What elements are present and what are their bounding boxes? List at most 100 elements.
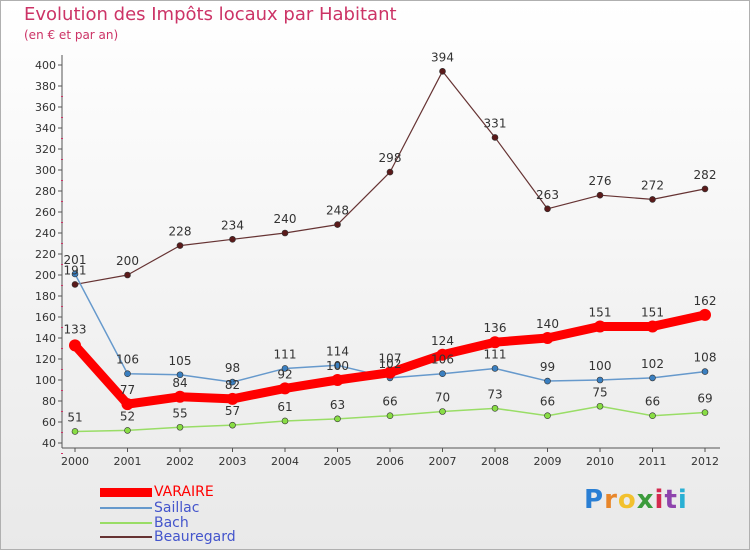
data-point-beauregard [544,205,551,213]
data-label-bach: 51 [67,410,82,424]
x-tick-label: 2007 [429,455,457,468]
data-labels: 133 77 84 82 92 100 107 124 136 140 151 151 162 201 10… [64,50,717,424]
logo-letter: i [677,485,688,515]
logo-letter: r [604,485,618,515]
data-label-beauregard: 248 [326,204,349,218]
y-tick-label: 240 [35,227,56,240]
data-point-beauregard [124,271,131,279]
data-point-beauregard [491,134,499,141]
data-label-bach: 55 [172,406,187,420]
data-label-beauregard: 331 [484,116,507,130]
data-label-varaire: 133 [64,322,87,336]
data-label-varaire: 151 [589,305,612,319]
data-label-varaire: 100 [326,359,349,373]
data-label-varaire: 140 [536,317,559,331]
legend-item-bach: Bach [100,515,189,531]
data-point-beauregard [229,236,236,243]
data-label-beauregard: 240 [274,212,297,226]
data-point-bach [176,423,184,431]
data-point-bach [124,427,131,434]
data-point-beauregard [281,229,289,237]
data-point-bach [386,412,394,420]
data-point-varaire [226,392,239,405]
y-tick-label: 120 [35,353,56,366]
data-point-beauregard [649,196,656,203]
data-point-saillac [544,377,551,385]
data-label-saillac: 111 [274,347,297,361]
data-point-saillac [281,365,289,372]
data-point-saillac [596,376,604,384]
data-label-varaire: 84 [172,376,187,390]
data-point-saillac [491,365,499,372]
x-tick-label: 2009 [534,455,562,468]
data-point-bach [281,417,289,425]
data-point-varaire [331,374,344,386]
data-point-bach [439,408,446,415]
data-label-bach: 66 [382,395,397,409]
data-label-bach: 63 [330,398,345,412]
axes: 40 60 80 100 120 140 160 180 200 220 240 260 280 300 3… [35,55,720,468]
data-label-varaire: 162 [694,294,717,308]
data-label-beauregard: 282 [694,168,717,182]
x-tick-label: 2006 [376,455,404,468]
data-label-saillac: 111 [484,347,507,361]
data-point-beauregard [701,185,709,193]
data-label-saillac: 105 [169,354,192,368]
y-tick-label: 260 [35,206,56,219]
data-point-saillac [124,370,131,378]
legend-item-saillac: Saillac [100,500,199,516]
data-label-bach: 66 [645,395,660,409]
y-tick-label: 200 [35,269,56,282]
data-point-beauregard [176,242,184,249]
data-label-bach: 52 [120,409,135,423]
data-label-bach: 70 [435,391,450,405]
data-label-saillac: 100 [589,359,612,373]
y-tick-label: 80 [42,395,56,408]
data-point-varaire [594,320,606,333]
logo-letter: x [636,485,655,515]
chart-title: Evolution des Impôts locaux par Habitant [24,4,397,25]
data-point-saillac [229,378,236,386]
data-label-bach: 73 [487,387,502,401]
legend-label-bach: Bach [154,515,189,531]
data-point-bach [229,421,236,429]
y-tick-label: 280 [35,185,56,198]
data-point-saillac [334,361,341,369]
y-tick-label: 140 [35,332,56,345]
logo-letter: i [654,485,665,515]
y-tick-label: 220 [35,248,56,261]
legend-swatch-beauregard [100,536,152,538]
data-point-beauregard [386,168,394,176]
data-label-varaire: 107 [379,352,402,366]
logo-letter: t [664,485,678,515]
data-point-beauregard [439,68,446,75]
y-tick-label: 40 [42,437,56,450]
chart-subtitle: (en € et par an) [24,28,119,42]
legend-item-varaire: VARAIRE [100,484,214,500]
data-point-varaire [646,320,659,333]
y-tick-label: 160 [35,311,56,324]
y-tick-label: 320 [35,143,56,156]
data-label-saillac: 106 [116,353,139,367]
data-point-bach [544,412,551,420]
data-label-beauregard: 276 [589,174,612,188]
data-point-saillac [439,370,446,378]
y-tick-label: 400 [35,59,56,72]
data-label-bach: 69 [697,392,712,406]
legend-label-varaire: VARAIRE [154,484,214,500]
data-point-saillac [701,368,709,375]
legend-item-beauregard: Beauregard [100,529,236,545]
data-point-saillac [71,270,79,278]
data-label-beauregard: 228 [169,225,192,239]
data-point-varaire [174,390,186,403]
x-tick-label: 2002 [166,455,194,468]
data-label-bach: 75 [592,385,607,399]
data-label-saillac: 102 [641,357,664,371]
data-label-varaire: 124 [431,334,454,348]
y-tick-label: 100 [35,374,56,387]
y-tick-label: 360 [35,101,56,114]
data-label-saillac: 98 [225,361,240,375]
data-point-beauregard [71,281,79,288]
legend-label-beauregard: Beauregard [154,529,236,545]
y-tick-label: 380 [35,80,56,93]
